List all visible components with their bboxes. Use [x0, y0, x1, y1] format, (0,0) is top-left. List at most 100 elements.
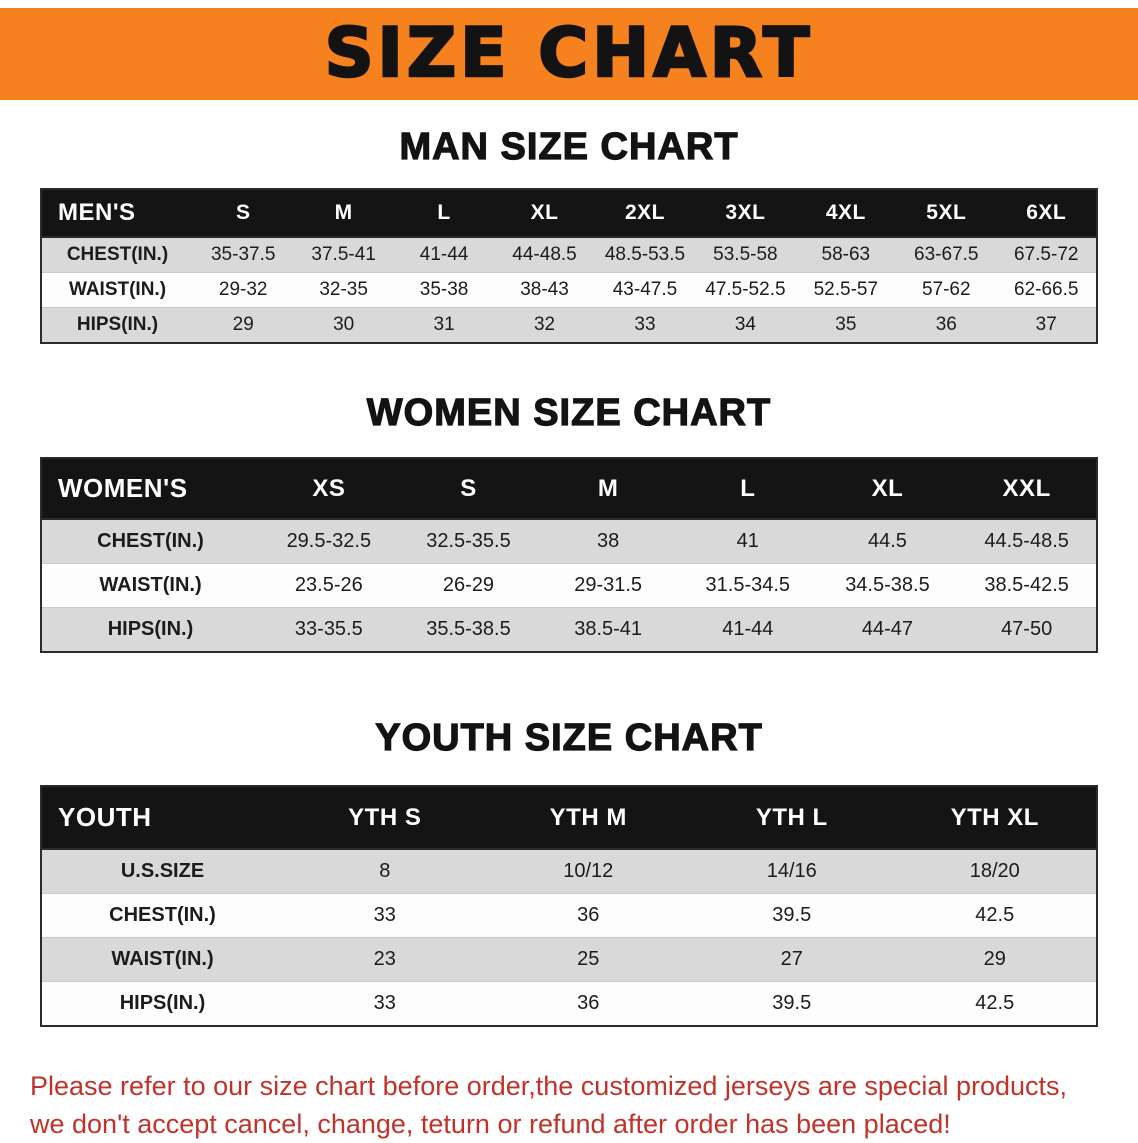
size-column-header: YTH XL — [893, 786, 1097, 850]
size-value-cell: 38-43 — [520, 278, 569, 300]
size-column-header: 3XL — [695, 188, 796, 237]
size-value-cell: 36 — [935, 313, 957, 335]
row-label-cell: CHEST(IN.) — [66, 243, 169, 265]
men-section-heading: MAN SIZE CHART — [399, 125, 739, 168]
table-row: HIPS(IN.) 33 36 39.5 42.5 — [41, 981, 1097, 1027]
size-value-cell: 33 — [634, 313, 656, 335]
size-value-cell: 31 — [433, 313, 455, 335]
size-value-cell: 31.5-34.5 — [705, 574, 791, 597]
size-value-cell: 42.5 — [975, 904, 1015, 927]
size-value-cell: 39.5 — [772, 992, 812, 1015]
table-header-row: YOUTH YTH S YTH M YTH L YTH XL — [41, 786, 1097, 850]
size-column-header: YTH S — [283, 786, 487, 850]
size-value-cell: 42.5 — [975, 992, 1015, 1015]
size-column-header: YTH L — [690, 786, 894, 850]
table-row: WAIST(IN.) 29-32 32-35 35-38 38-43 43-47.5 47.… — [41, 272, 1097, 308]
table-corner-label: MEN'S — [41, 188, 193, 237]
size-column-header: 6XL — [996, 188, 1097, 237]
disclaimer-line-2: we don't accept cancel, change, teturn o… — [30, 1109, 951, 1140]
women-size-section: WOMEN SIZE CHART WOMEN'S XS S M L XL XXL CHEST(… — [0, 391, 1138, 654]
women-size-table: WOMEN'S XS S M L XL XXL CHEST(IN.) 29.5-32.5 32.5… — [40, 457, 1098, 654]
disclaimer-text: Please refer to our size chart before or… — [30, 1067, 1108, 1143]
size-value-cell: 29-32 — [218, 278, 268, 300]
youth-size-section: YOUTH SIZE CHART YOUTH YTH S YTH M YTH L YTH… — [0, 717, 1138, 1028]
size-column-header: S — [193, 188, 294, 237]
size-value-cell: 33 — [373, 904, 396, 927]
size-value-cell: 32 — [533, 313, 556, 335]
size-value-cell: 36 — [577, 904, 600, 927]
row-label-cell: U.S.SIZE — [120, 860, 205, 883]
size-value-cell: 23.5-26 — [294, 574, 363, 597]
women-section-heading: WOMEN SIZE CHART — [366, 391, 772, 434]
row-label-cell: WAIST(IN.) — [111, 948, 214, 971]
size-value-cell: 32-35 — [319, 278, 368, 300]
size-value-cell: 8 — [379, 860, 391, 883]
table-row: CHEST(IN.) 29.5-32.5 32.5-35.5 38 41 44.5 44.5… — [41, 519, 1097, 564]
size-column-header: S — [398, 458, 539, 520]
size-value-cell: 44-48.5 — [512, 243, 577, 265]
size-value-cell: 29.5-32.5 — [286, 530, 372, 553]
size-value-cell: 48.5-53.5 — [604, 243, 686, 265]
size-value-cell: 41-44 — [419, 243, 469, 265]
size-value-cell: 23 — [373, 948, 396, 971]
size-value-cell: 33 — [373, 992, 396, 1015]
size-value-cell: 35-37.5 — [210, 243, 276, 265]
size-column-header: XL — [494, 188, 595, 237]
size-value-cell: 62-66.5 — [1014, 278, 1079, 300]
table-row: HIPS(IN.) 33-35.5 35.5-38.5 38.5-41 41-44 44-… — [41, 607, 1097, 653]
size-value-cell: 41 — [736, 530, 759, 553]
size-value-cell: 39.5 — [772, 904, 812, 927]
row-label-cell: CHEST(IN.) — [97, 530, 204, 553]
size-value-cell: 34 — [734, 313, 756, 335]
row-label-cell: WAIST(IN.) — [99, 574, 202, 597]
size-value-cell: 41-44 — [722, 618, 774, 641]
table-header-row: MEN'S S M L XL 2XL 3XL 4XL 5XL 6XL — [41, 188, 1097, 237]
table-row: CHEST(IN.) 33 36 39.5 42.5 — [41, 893, 1097, 938]
size-value-cell: 38 — [597, 530, 620, 553]
size-value-cell: 36 — [577, 992, 600, 1015]
size-value-cell: 37.5-41 — [311, 243, 376, 265]
size-value-cell: 63-67.5 — [914, 243, 979, 265]
size-value-cell: 67.5-72 — [1014, 243, 1079, 265]
page-title: SIZE CHART — [323, 14, 814, 93]
table-row: WAIST(IN.) 23 25 27 29 — [41, 937, 1097, 982]
table-row: CHEST(IN.) 35-37.5 37.5-41 41-44 44-48.5 48.5… — [41, 236, 1097, 273]
size-value-cell: 34.5-38.5 — [845, 574, 930, 597]
table-corner-label: YOUTH — [41, 786, 283, 850]
size-value-cell: 44-47 — [861, 618, 914, 641]
table-row: U.S.SIZE 8 10/12 14/16 18/20 — [41, 849, 1097, 894]
size-value-cell: 53.5-58 — [713, 243, 778, 265]
men-size-section: MAN SIZE CHART MEN'S S M L XL 2XL 3XL 4XL 5XL 6XL… — [0, 125, 1138, 344]
size-value-cell: 38.5-42.5 — [984, 574, 1069, 597]
size-value-cell: 29 — [232, 313, 254, 335]
size-value-cell: 18/20 — [969, 860, 1020, 883]
size-value-cell: 29-31.5 — [574, 574, 643, 597]
size-value-cell: 58-63 — [821, 243, 871, 265]
size-value-cell: 26-29 — [442, 574, 495, 597]
size-value-cell: 37 — [1035, 313, 1057, 335]
size-column-header: XS — [259, 458, 399, 520]
size-column-header: XXL — [957, 458, 1097, 520]
size-chart-banner: SIZE CHART — [0, 8, 1138, 100]
size-value-cell: 43-47.5 — [612, 278, 678, 300]
size-column-header: 2XL — [594, 188, 696, 237]
size-column-header: M — [538, 458, 678, 520]
size-value-cell: 35 — [835, 313, 857, 335]
size-value-cell: 32.5-35.5 — [426, 530, 511, 553]
disclaimer-line-1: Please refer to our size chart before or… — [30, 1071, 1068, 1102]
size-column-header: 5XL — [896, 188, 997, 237]
size-value-cell: 57-62 — [921, 278, 971, 300]
men-size-table: MEN'S S M L XL 2XL 3XL 4XL 5XL 6XL CHEST(IN.) 35-37… — [40, 187, 1098, 344]
youth-section-heading: YOUTH SIZE CHART — [375, 717, 763, 760]
size-value-cell: 14/16 — [766, 860, 817, 883]
row-label-cell: CHEST(IN.) — [109, 904, 216, 927]
size-column-header: L — [677, 458, 818, 520]
size-value-cell: 25 — [577, 948, 600, 971]
row-label-cell: HIPS(IN.) — [107, 618, 194, 641]
size-value-cell: 29 — [983, 948, 1006, 971]
size-value-cell: 10/12 — [563, 860, 614, 883]
row-label-cell: HIPS(IN.) — [76, 313, 159, 335]
table-corner-label: WOMEN'S — [41, 458, 259, 520]
size-column-header: YTH M — [486, 786, 690, 850]
size-value-cell: 35.5-38.5 — [426, 618, 511, 641]
